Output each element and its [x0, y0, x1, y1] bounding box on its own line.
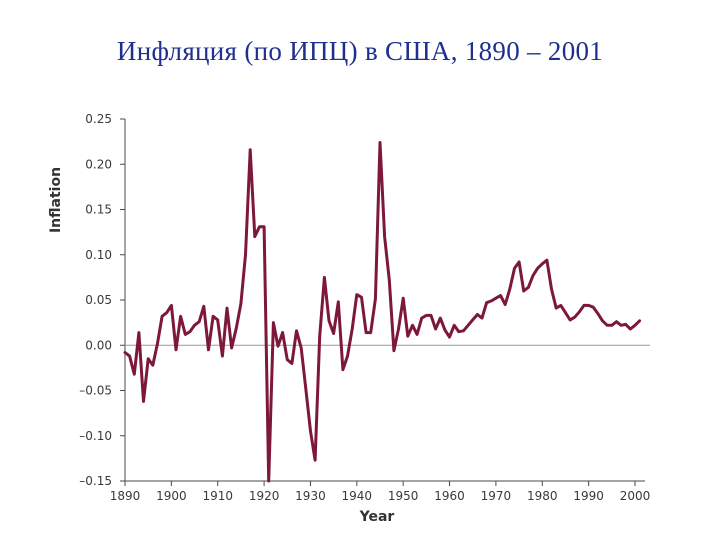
x-tick-label: 1920 [249, 489, 280, 503]
y-tick-label: –0.05 [79, 384, 112, 398]
y-tick-label: –0.10 [79, 429, 112, 443]
x-tick-label: 1960 [434, 489, 465, 503]
slide-title: Инфляция (по ИПЦ) в США, 1890 – 2001 [116, 36, 604, 66]
x-tick-label: 1910 [202, 489, 233, 503]
x-tick-label: 1930 [295, 489, 326, 503]
x-tick-label: 1980 [527, 489, 558, 503]
x-tick-label: 1970 [481, 489, 512, 503]
x-tick-label: 1940 [342, 489, 373, 503]
y-tick-label: 0.10 [85, 248, 112, 262]
y-tick-label: –0.15 [79, 474, 112, 488]
y-tick-label: 0.00 [85, 338, 112, 352]
inflation-series-line [123, 141, 642, 483]
x-tick-label: 2000 [620, 489, 651, 503]
y-tick-label: 0.05 [85, 293, 112, 307]
chart-plot-area [123, 141, 642, 483]
y-tick-label: 0.25 [85, 112, 112, 126]
y-axis-title: Inflation [48, 167, 64, 233]
x-tick-label: 1890 [110, 489, 141, 503]
x-tick-label: 1900 [156, 489, 187, 503]
y-tick-label: 0.20 [85, 157, 112, 171]
x-axis-title: Year [359, 509, 395, 525]
chart-axes: –0.15 –0.10 –0.05 0.00 0.05 0.10 0.15 0.20 0.25 1… [48, 112, 650, 525]
x-tick-label: 1950 [388, 489, 419, 503]
y-tick-label: 0.15 [85, 203, 112, 217]
x-tick-label: 1990 [573, 489, 604, 503]
